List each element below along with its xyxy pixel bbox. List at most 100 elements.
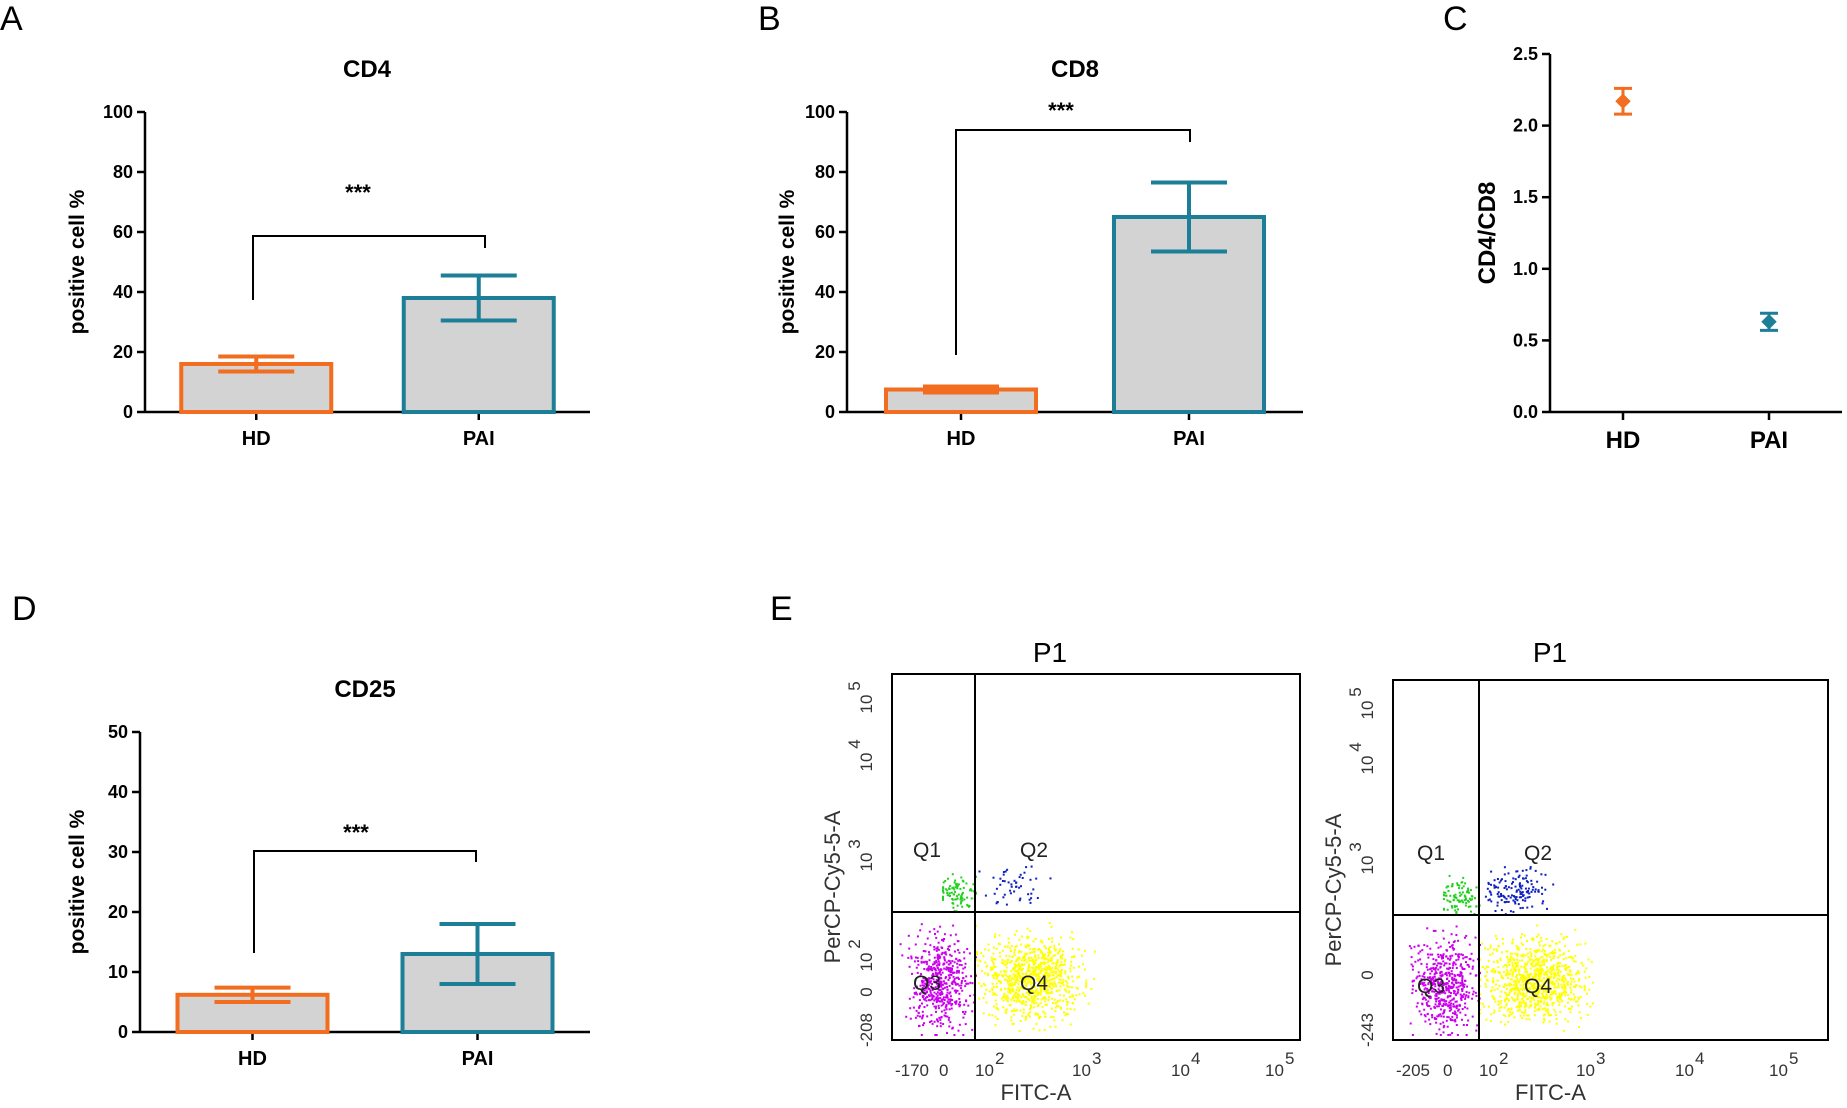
panel-letter-e: E: [770, 590, 793, 628]
y-tick-label: 80: [113, 162, 133, 182]
significance-stars: ***: [345, 180, 371, 205]
facs-y-tick-exponent: 2: [845, 939, 864, 948]
y-tick-label: 20: [113, 342, 133, 362]
significance-bracket: [253, 850, 477, 953]
y-tick-label: 40: [815, 282, 835, 302]
facs-x-tick-exponent: 3: [1092, 1049, 1101, 1068]
facs-y-tick-exponent: 5: [845, 681, 864, 690]
facs-x-tick-label: 10: [1769, 1061, 1788, 1080]
chart-cd25: 0 10 20 30 40 50 positive cell % CD25 HD PAI ***: [66, 676, 590, 1070]
x-tick-label-pai: PAI: [1173, 428, 1205, 450]
facs-x-tick-exponent: 2: [1499, 1049, 1508, 1068]
facs-y-tick-label: 10: [857, 853, 876, 872]
facs-y-tick-exponent: 4: [845, 739, 864, 748]
significance-bracket: [955, 129, 1191, 355]
significance-bracket: [252, 235, 486, 300]
facs-title: P1: [1033, 637, 1067, 668]
quadrant-label-q3: Q3: [913, 972, 941, 995]
facs-x-tick-label: -205: [1396, 1061, 1430, 1080]
chart-cd8: 0 20 40 60 80 100 positive cell % CD8 HD PAI ***: [776, 56, 1303, 450]
chart-cd4: 0 20 40 60 80 100 positive cell % CD4 HD PAI ***: [66, 56, 590, 450]
facs-x-tick-label: 10: [975, 1061, 994, 1080]
y-axis-label: CD4/CD8: [1474, 182, 1501, 285]
y-tick-label: 0: [825, 402, 835, 422]
facs-x-tick-exponent: 2: [995, 1049, 1004, 1068]
facs-y-tick-label: 10: [1358, 856, 1377, 875]
x-tick-label-hd: HD: [1606, 427, 1641, 454]
y-axis-label: positive cell %: [66, 189, 89, 334]
panel-letter-d: D: [12, 590, 37, 628]
facs-y-tick-label: 0: [1358, 970, 1377, 979]
facs-y-tick-label: -243: [1358, 1013, 1377, 1047]
panel-letter-a: A: [0, 0, 23, 38]
quadrant-label-q3: Q3: [1417, 975, 1445, 998]
facs-y-tick-label: -208: [857, 1013, 876, 1047]
facs-x-tick-label: 10: [1171, 1061, 1190, 1080]
facs-x-tick-exponent: 4: [1191, 1049, 1200, 1068]
facs-x-tick-label: 0: [1443, 1061, 1452, 1080]
facs-y-tick-label: 10: [1358, 701, 1377, 720]
facs-y-tick-exponent: 4: [1346, 742, 1365, 751]
quadrant-label-q4: Q4: [1524, 975, 1552, 998]
y-tick-label: 20: [108, 902, 128, 922]
facs-x-tick-label: 10: [1675, 1061, 1694, 1080]
panel-letter-b: B: [758, 0, 781, 38]
y-tick-label: 100: [805, 102, 835, 122]
facs-y-tick-exponent: 3: [845, 839, 864, 848]
facs-x-tick-label: 10: [1576, 1061, 1595, 1080]
data-point-hd: [1615, 93, 1631, 109]
facs-x-axis-label: FITC-A: [1001, 1080, 1072, 1105]
y-tick-label: 60: [815, 222, 835, 242]
panel-letter-c: C: [1443, 0, 1468, 38]
y-tick-label: 20: [815, 342, 835, 362]
chart-title: CD4: [343, 56, 392, 83]
quadrant-label-q2: Q2: [1020, 839, 1048, 862]
facs-events: [1408, 866, 1595, 1036]
y-tick-label: 30: [108, 842, 128, 862]
y-tick-label: 0: [123, 402, 133, 422]
y-tick-label: 50: [108, 722, 128, 742]
y-tick-label: 80: [815, 162, 835, 182]
y-tick-label: 0: [118, 1022, 128, 1042]
facs-plot-frame: [891, 673, 1301, 1041]
y-axis-label: positive cell %: [66, 809, 89, 954]
facs-y-tick-exponent: 5: [1346, 687, 1365, 696]
facs-y-axis-label: PerCP-Cy5-5-A: [1321, 813, 1346, 966]
facs-y-tick-label: 10: [857, 753, 876, 772]
facs-y-tick-label: 0: [857, 987, 876, 996]
x-tick-label-hd: HD: [238, 1048, 267, 1070]
chart-title: CD25: [334, 676, 395, 703]
quadrant-label-q1: Q1: [1417, 842, 1445, 865]
facs-events: [899, 865, 1096, 1036]
facs-y-tick-label: 10: [857, 695, 876, 714]
facs-x-tick-label: 0: [939, 1061, 948, 1080]
x-tick-label-pai: PAI: [463, 428, 495, 450]
x-tick-label-pai: PAI: [1750, 427, 1788, 454]
chart-cd4-cd8-ratio: 0.0 0.5 1.0 1.5 2.0 2.5 CD4/CD8 HD PAI: [1474, 44, 1842, 454]
y-tick-label: 2.5: [1513, 44, 1538, 64]
significance-stars: ***: [1048, 98, 1074, 123]
y-axis-label: positive cell %: [776, 189, 799, 334]
facs-x-tick-exponent: 4: [1695, 1049, 1704, 1068]
y-tick-label: 1.5: [1513, 187, 1538, 207]
quadrant-label-q4: Q4: [1020, 972, 1048, 995]
chart-title: CD8: [1051, 56, 1099, 83]
facs-x-tick-exponent: 5: [1789, 1049, 1798, 1068]
facs-x-tick-exponent: 3: [1596, 1049, 1605, 1068]
facs-y-tick-label: 10: [857, 953, 876, 972]
y-tick-label: 40: [113, 282, 133, 302]
facs-x-tick-label: 10: [1479, 1061, 1498, 1080]
y-tick-label: 0.0: [1513, 402, 1538, 422]
data-point-pai: [1761, 314, 1777, 330]
quadrant-label-q2: Q2: [1524, 842, 1552, 865]
facs-title: P1: [1533, 637, 1567, 668]
quadrant-label-q1: Q1: [913, 839, 941, 862]
y-tick-label: 0.5: [1513, 330, 1538, 350]
facs-x-tick-label: 10: [1265, 1061, 1284, 1080]
facs-y-tick-exponent: 3: [1346, 842, 1365, 851]
y-tick-label: 40: [108, 782, 128, 802]
bar-pai: [401, 296, 556, 414]
